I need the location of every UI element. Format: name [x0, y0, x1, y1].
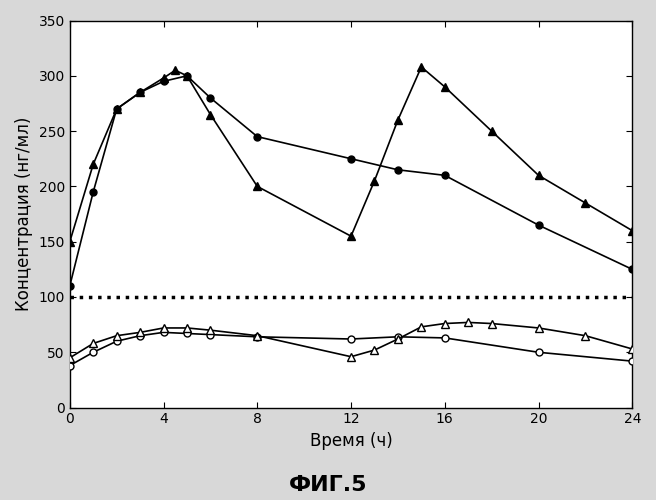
X-axis label: Время (ч): Время (ч)	[310, 432, 392, 450]
Y-axis label: Концентрация (нг/мл): Концентрация (нг/мл)	[15, 117, 33, 311]
Text: ФИГ.5: ФИГ.5	[289, 475, 367, 495]
